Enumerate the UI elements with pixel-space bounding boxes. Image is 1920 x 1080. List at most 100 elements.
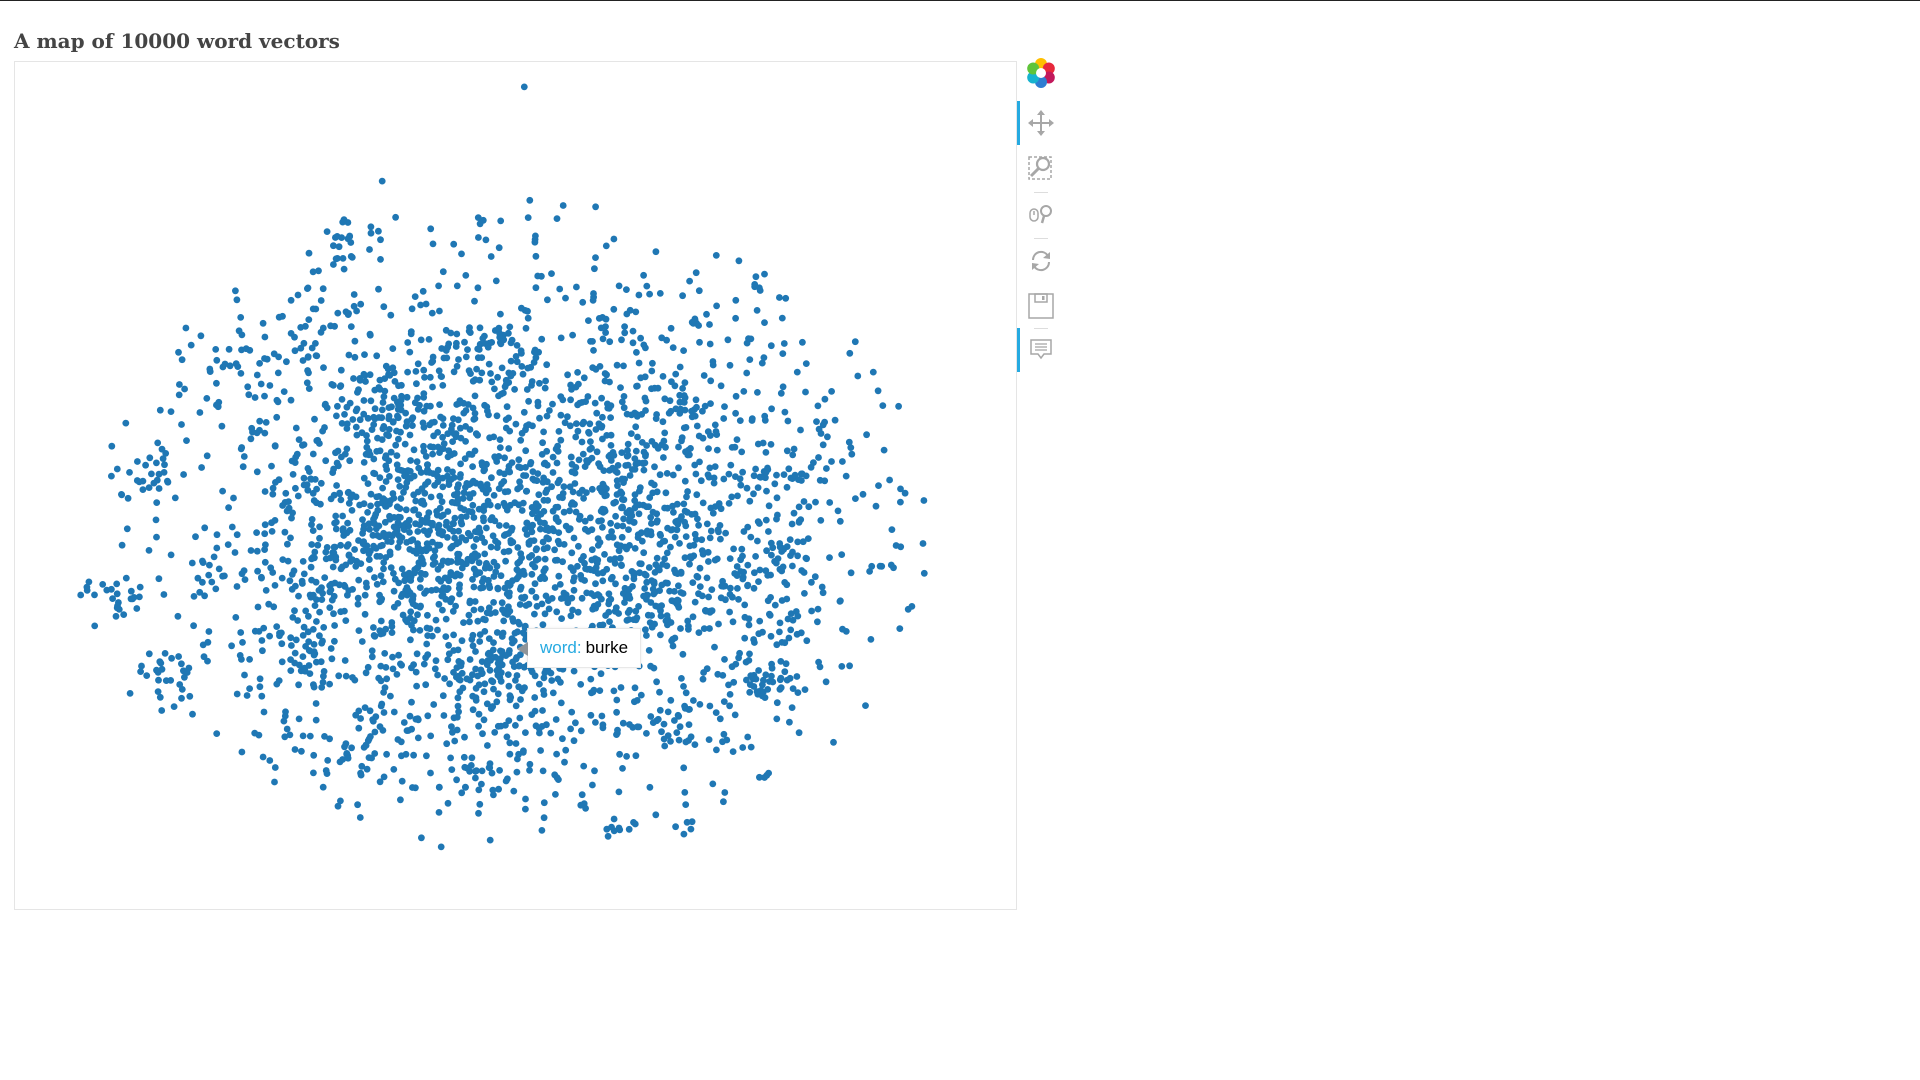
word-point[interactable] (506, 739, 514, 747)
word-point[interactable] (552, 716, 560, 723)
word-point[interactable] (567, 381, 574, 389)
word-point[interactable] (391, 529, 399, 537)
word-point[interactable] (677, 625, 684, 632)
word-point[interactable] (372, 713, 380, 721)
word-point[interactable] (394, 476, 402, 483)
word-point[interactable] (414, 394, 421, 402)
word-point[interactable] (472, 697, 480, 704)
word-point[interactable] (546, 407, 553, 414)
word-point[interactable] (721, 656, 728, 663)
word-point[interactable] (761, 319, 768, 326)
word-point[interactable] (773, 715, 781, 723)
word-point[interactable] (541, 565, 549, 573)
word-point[interactable] (436, 504, 444, 512)
word-point[interactable] (523, 386, 531, 393)
word-point[interactable] (271, 582, 279, 589)
word-point[interactable] (699, 550, 707, 558)
word-point[interactable] (549, 400, 556, 408)
word-point[interactable] (326, 735, 333, 743)
word-point[interactable] (750, 584, 758, 592)
word-point[interactable] (115, 606, 123, 613)
word-point[interactable] (281, 528, 289, 536)
word-point[interactable] (312, 700, 320, 707)
word-point[interactable] (247, 547, 255, 554)
word-point[interactable] (620, 515, 627, 523)
word-point[interactable] (471, 297, 478, 305)
word-point[interactable] (271, 442, 279, 450)
word-point[interactable] (301, 667, 309, 675)
word-point[interactable] (253, 547, 261, 555)
word-point[interactable] (292, 636, 300, 644)
word-point[interactable] (507, 372, 515, 380)
word-point[interactable] (817, 430, 825, 437)
word-point[interactable] (617, 384, 624, 391)
word-point[interactable] (743, 484, 751, 492)
word-point[interactable] (805, 503, 813, 511)
word-point[interactable] (394, 543, 402, 551)
word-point[interactable] (531, 707, 539, 715)
word-point[interactable] (485, 360, 493, 368)
word-point[interactable] (697, 477, 705, 485)
word-point[interactable] (83, 583, 91, 591)
word-point[interactable] (332, 518, 340, 526)
word-point[interactable] (305, 316, 313, 323)
word-point[interactable] (530, 359, 538, 366)
word-point[interactable] (395, 435, 402, 443)
word-point[interactable] (355, 386, 362, 394)
word-point[interactable] (344, 519, 351, 527)
word-point[interactable] (765, 502, 773, 510)
word-point[interactable] (256, 426, 263, 434)
word-point[interactable] (269, 490, 277, 498)
scatter-plot[interactable] (15, 62, 1016, 909)
word-point[interactable] (574, 608, 582, 616)
word-point[interactable] (724, 336, 732, 344)
word-point[interactable] (804, 535, 812, 542)
word-point[interactable] (759, 439, 767, 447)
word-point[interactable] (493, 544, 501, 551)
word-point[interactable] (768, 405, 775, 413)
word-point[interactable] (486, 836, 494, 844)
plot-area[interactable]: word: burke (14, 61, 1017, 910)
word-point[interactable] (235, 327, 243, 335)
word-point[interactable] (592, 426, 600, 433)
word-point[interactable] (251, 394, 259, 401)
word-point[interactable] (420, 390, 428, 397)
word-point[interactable] (539, 767, 547, 775)
word-point[interactable] (317, 479, 325, 487)
word-point[interactable] (466, 676, 474, 684)
word-point[interactable] (341, 743, 348, 751)
word-point[interactable] (661, 742, 669, 750)
word-point[interactable] (416, 627, 424, 634)
word-point[interactable] (647, 531, 655, 539)
word-point[interactable] (360, 459, 368, 466)
word-point[interactable] (643, 282, 651, 290)
word-point[interactable] (732, 314, 739, 322)
word-point[interactable] (720, 798, 727, 806)
word-point[interactable] (456, 676, 464, 684)
word-point[interactable] (619, 765, 626, 772)
word-point[interactable] (669, 526, 676, 533)
word-point[interactable] (551, 546, 558, 554)
word-point[interactable] (568, 460, 576, 468)
word-point[interactable] (575, 516, 583, 523)
word-point[interactable] (456, 397, 464, 405)
word-point[interactable] (682, 424, 690, 431)
word-point[interactable] (557, 436, 565, 444)
word-point[interactable] (302, 643, 309, 650)
word-point[interactable] (595, 420, 603, 428)
word-point[interactable] (379, 541, 386, 549)
word-point[interactable] (434, 541, 441, 549)
word-point[interactable] (524, 314, 532, 322)
word-point[interactable] (598, 712, 606, 720)
word-point[interactable] (564, 413, 571, 421)
word-point[interactable] (380, 709, 388, 716)
word-point[interactable] (511, 499, 519, 507)
word-point[interactable] (363, 437, 371, 445)
word-point[interactable] (291, 649, 299, 657)
word-point[interactable] (592, 719, 599, 726)
word-point[interactable] (744, 523, 752, 531)
word-point[interactable] (686, 277, 693, 285)
word-point[interactable] (492, 277, 500, 285)
word-point[interactable] (237, 370, 245, 377)
word-point[interactable] (620, 404, 628, 412)
